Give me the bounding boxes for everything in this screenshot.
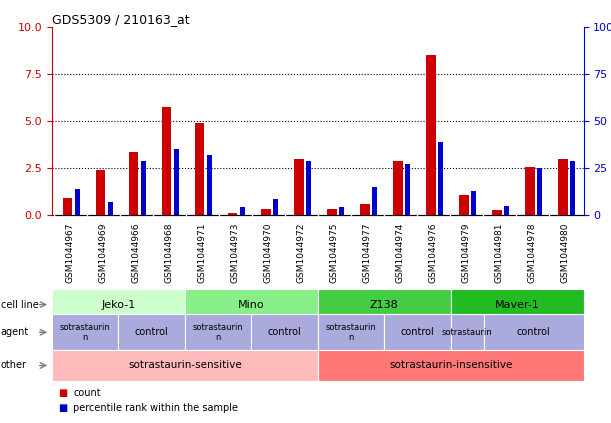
Text: control: control (401, 327, 434, 337)
Bar (161, 107, 172, 215)
Text: agent: agent (1, 327, 29, 337)
Bar (558, 159, 568, 215)
Text: sotrastaurin
n: sotrastaurin n (326, 323, 376, 342)
Bar (570, 161, 575, 215)
Text: GSM1044977: GSM1044977 (363, 222, 371, 283)
Text: GSM1044967: GSM1044967 (65, 222, 75, 283)
Text: Jeko-1: Jeko-1 (101, 299, 136, 310)
Bar (393, 161, 403, 215)
Text: Mino: Mino (238, 299, 265, 310)
Bar (141, 161, 146, 215)
Bar (273, 199, 278, 215)
Text: percentile rank within the sample: percentile rank within the sample (73, 403, 238, 413)
Bar (62, 198, 73, 215)
Text: control: control (268, 327, 301, 337)
Text: Z138: Z138 (370, 299, 398, 310)
Text: GSM1044971: GSM1044971 (198, 222, 207, 283)
Text: count: count (73, 387, 101, 398)
Text: cell line: cell line (1, 299, 38, 310)
Bar (95, 170, 106, 215)
Text: GSM1044969: GSM1044969 (98, 222, 108, 283)
Bar (240, 207, 245, 215)
Text: GSM1044978: GSM1044978 (528, 222, 537, 283)
Bar (339, 207, 344, 215)
Bar (294, 159, 304, 215)
Text: GSM1044972: GSM1044972 (297, 222, 306, 283)
Text: GSM1044979: GSM1044979 (462, 222, 471, 283)
Bar (525, 168, 535, 215)
Text: Maver-1: Maver-1 (495, 299, 540, 310)
Text: GSM1044980: GSM1044980 (561, 222, 570, 283)
Bar (227, 213, 238, 215)
Text: GSM1044975: GSM1044975 (330, 222, 338, 283)
Bar (504, 206, 509, 215)
Bar (261, 209, 271, 215)
Bar (327, 209, 337, 215)
Text: GSM1044970: GSM1044970 (264, 222, 273, 283)
Bar (372, 187, 377, 215)
Text: sotrastaurin: sotrastaurin (442, 328, 492, 337)
Text: GSM1044973: GSM1044973 (231, 222, 240, 283)
Text: control: control (517, 327, 551, 337)
Text: other: other (1, 360, 27, 371)
Bar (492, 210, 502, 215)
Bar (108, 202, 113, 215)
Text: sotrastaurin-sensitive: sotrastaurin-sensitive (128, 360, 242, 371)
Text: GSM1044974: GSM1044974 (396, 222, 404, 283)
Text: control: control (135, 327, 169, 337)
Text: sotrastaurin-insensitive: sotrastaurin-insensitive (389, 360, 512, 371)
Bar (426, 55, 436, 215)
Text: GSM1044968: GSM1044968 (164, 222, 174, 283)
Text: GSM1044976: GSM1044976 (429, 222, 437, 283)
Bar (174, 149, 179, 215)
Bar (128, 152, 139, 215)
Text: GSM1044966: GSM1044966 (131, 222, 141, 283)
Bar (471, 191, 476, 215)
Bar (306, 161, 311, 215)
Bar (207, 155, 212, 215)
Bar (537, 168, 542, 215)
Bar (438, 142, 443, 215)
Text: ■: ■ (58, 403, 67, 413)
Text: GDS5309 / 210163_at: GDS5309 / 210163_at (52, 13, 189, 26)
Text: sotrastaurin
n: sotrastaurin n (192, 323, 243, 342)
Bar (194, 123, 205, 215)
Bar (360, 204, 370, 215)
Bar (405, 165, 410, 215)
Bar (459, 195, 469, 215)
Text: sotrastaurin
n: sotrastaurin n (60, 323, 111, 342)
Text: ■: ■ (58, 387, 67, 398)
Text: GSM1044981: GSM1044981 (495, 222, 504, 283)
Bar (75, 189, 80, 215)
